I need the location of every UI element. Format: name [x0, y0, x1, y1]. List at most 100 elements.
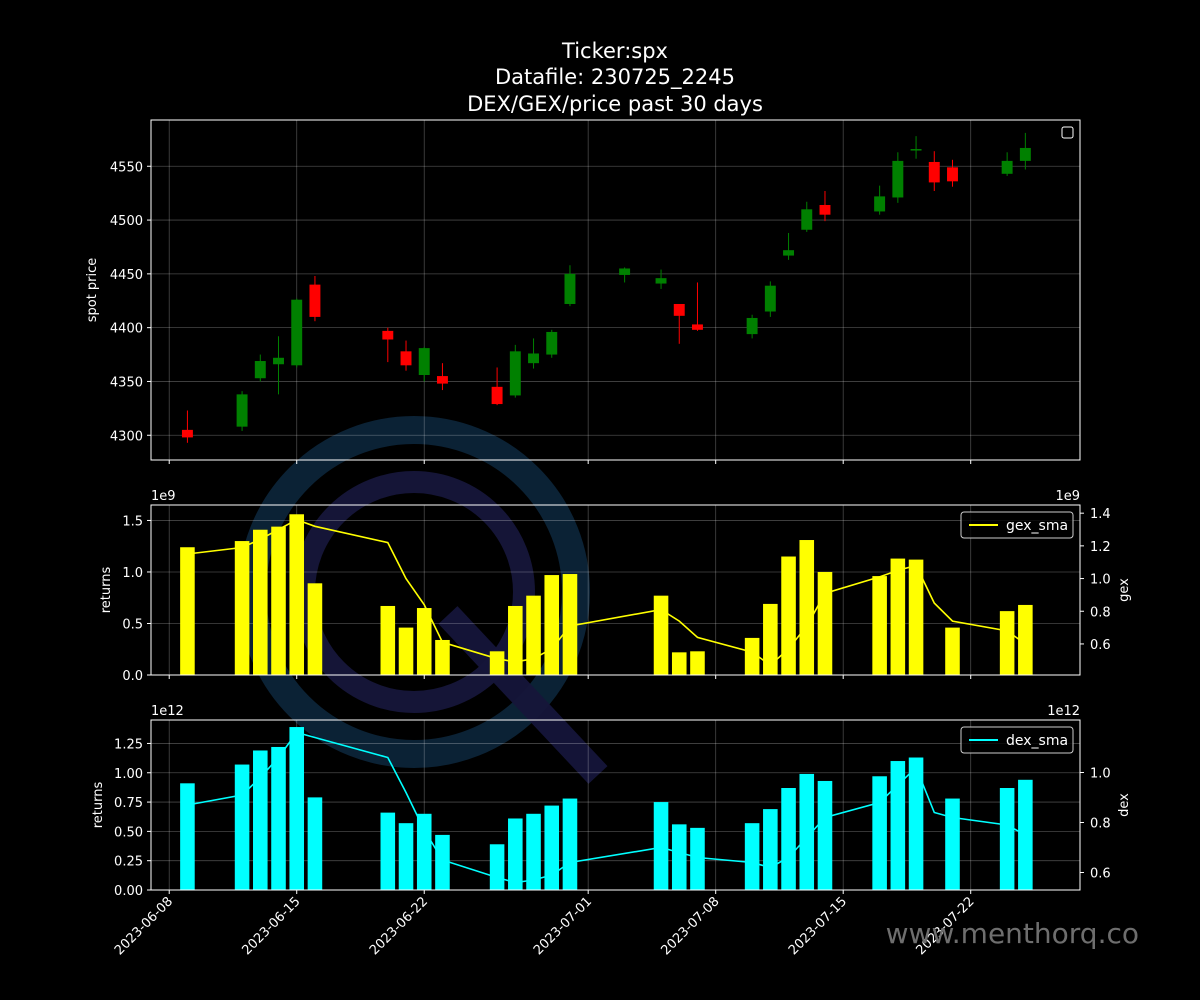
y2-tick-label: 0.8	[1090, 605, 1111, 620]
bar	[945, 798, 960, 890]
candle-body	[509, 351, 521, 396]
legend-frame	[960, 726, 1074, 754]
bar	[271, 746, 286, 890]
title-line-2: Datafile: 230725_2245	[495, 65, 735, 90]
bar	[781, 556, 796, 675]
bar	[508, 605, 523, 675]
candle-body	[436, 376, 448, 384]
candle-body	[1019, 147, 1031, 161]
bar	[289, 727, 305, 890]
watermark-tail	[438, 606, 608, 784]
bar	[872, 576, 887, 675]
candle-body	[491, 386, 503, 405]
bar	[799, 540, 815, 675]
candle-body	[746, 317, 758, 335]
candle-body	[764, 285, 776, 312]
bar	[999, 788, 1015, 890]
y-tick-label: 4500	[110, 214, 143, 229]
y-tick-label: 0.50	[114, 825, 143, 840]
panel-frame	[150, 504, 1081, 676]
bar	[526, 813, 541, 890]
candle-body	[546, 331, 558, 355]
x-tick-label: 2023-06-22	[367, 894, 431, 958]
gridlines	[151, 120, 1080, 460]
x-axis-ticks: 2023-06-08 2023-06-15 2023-06-22 2023-07-01…	[112, 894, 978, 958]
bar	[416, 813, 432, 890]
y2-tick-label: 1.2	[1090, 540, 1111, 555]
y2-axis-label: dex	[1117, 793, 1132, 817]
candle-body	[783, 250, 795, 256]
y-axis-label: returns	[91, 782, 106, 829]
chart-panels: 4300 4350 4400 4450 4500 4550 spot price 0.0 0.5…	[85, 119, 1132, 899]
candle-body	[819, 205, 831, 215]
watermark-text: www.menthorq.co	[886, 917, 1139, 950]
legend-label: dex_sma	[1006, 733, 1068, 749]
x-tick-label: 2023-07-15	[786, 894, 850, 958]
y-tick-label: 1.0	[122, 566, 143, 581]
panel-frame	[150, 119, 1081, 461]
y2-tick-label: 1.0	[1090, 767, 1111, 782]
bar	[763, 809, 778, 890]
marks	[180, 514, 1033, 675]
title-line-1: Ticker:spx	[561, 39, 668, 63]
candle-body	[947, 167, 958, 182]
y-tick-label: 4300	[110, 429, 143, 444]
bar	[744, 637, 760, 675]
x-tick-label: 2023-06-15	[240, 894, 304, 958]
y-exponent-label: 1e12	[151, 704, 184, 719]
bar	[653, 802, 669, 890]
bar	[489, 651, 505, 675]
bar	[890, 558, 906, 675]
bar	[526, 595, 541, 675]
bar	[253, 529, 268, 675]
candle-body	[892, 160, 904, 198]
y-tick-label: 0.75	[114, 796, 143, 811]
bar	[489, 844, 505, 890]
marks	[181, 132, 1031, 443]
candle-body	[309, 284, 321, 317]
x-tick-label: 2023-07-01	[531, 894, 595, 958]
y-tick-label: 4400	[110, 322, 143, 337]
panel-2: 0.0 0.5 1.0 1.5 0.6 0.8 1.0 1.2 1.4 1e9 1e9 returns…	[99, 489, 1132, 684]
y-tick-label: 4550	[110, 160, 143, 175]
bar	[890, 761, 906, 890]
legend-label: gex_sma	[1006, 518, 1068, 534]
bar	[945, 627, 960, 675]
bar	[817, 571, 833, 675]
bar	[690, 827, 705, 890]
bar	[908, 559, 924, 675]
legend: gex_sma	[960, 511, 1074, 539]
bar	[508, 818, 523, 890]
y-tick-label: 4350	[110, 375, 143, 390]
y-tick-label: 1.25	[114, 737, 143, 752]
series-line-dex_sma	[187, 731, 1026, 884]
candle-body	[382, 330, 394, 340]
candle-body	[291, 299, 303, 366]
bar	[690, 651, 705, 675]
candle-body	[910, 149, 922, 151]
y2-tick-label: 0.8	[1090, 817, 1111, 832]
bar	[872, 776, 887, 890]
candle-body	[236, 394, 248, 427]
y-tick-label: 0.5	[122, 617, 143, 632]
bar	[908, 757, 924, 890]
y-tick-label: 0.0	[122, 669, 143, 684]
bar	[671, 652, 687, 675]
y2-tick-label: 1.0	[1090, 573, 1111, 588]
x-tick-label: 2023-06-08	[112, 894, 176, 958]
y2-tick-label: 1.4	[1090, 507, 1111, 522]
bar	[799, 773, 815, 890]
bar	[416, 608, 432, 675]
bar	[180, 547, 195, 675]
bar	[234, 541, 250, 675]
y-tick-label: 1.00	[114, 767, 143, 782]
bar	[763, 603, 778, 675]
legend: dex_sma	[960, 726, 1074, 754]
y-tick-label: 4450	[110, 268, 143, 283]
bar	[544, 575, 560, 675]
candle-body	[254, 361, 266, 379]
bar	[289, 514, 305, 675]
candle-body	[673, 303, 685, 316]
bar	[307, 797, 323, 890]
